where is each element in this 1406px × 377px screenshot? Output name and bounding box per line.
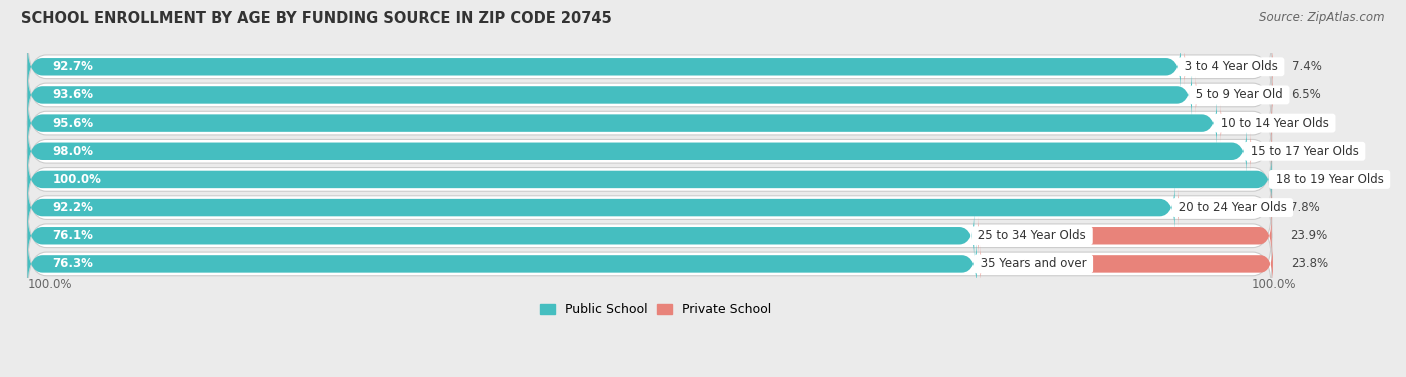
FancyBboxPatch shape xyxy=(28,205,1271,266)
FancyBboxPatch shape xyxy=(28,182,1174,233)
Text: SCHOOL ENROLLMENT BY AGE BY FUNDING SOURCE IN ZIP CODE 20745: SCHOOL ENROLLMENT BY AGE BY FUNDING SOUR… xyxy=(21,11,612,26)
Text: 92.7%: 92.7% xyxy=(52,60,93,73)
Text: 5 to 9 Year Old: 5 to 9 Year Old xyxy=(1192,89,1286,101)
Text: 98.0%: 98.0% xyxy=(52,145,93,158)
Text: 20 to 24 Year Olds: 20 to 24 Year Olds xyxy=(1174,201,1291,214)
Text: 35 Years and over: 35 Years and over xyxy=(977,257,1090,270)
FancyBboxPatch shape xyxy=(28,70,1192,120)
Text: 23.8%: 23.8% xyxy=(1292,257,1329,270)
FancyBboxPatch shape xyxy=(28,154,1271,204)
FancyBboxPatch shape xyxy=(28,98,1218,148)
Text: Source: ZipAtlas.com: Source: ZipAtlas.com xyxy=(1260,11,1385,24)
FancyBboxPatch shape xyxy=(1195,75,1272,114)
FancyBboxPatch shape xyxy=(1178,188,1271,227)
Text: 100.0%: 100.0% xyxy=(52,173,101,186)
FancyBboxPatch shape xyxy=(28,233,1271,294)
Text: 7.4%: 7.4% xyxy=(1292,60,1322,73)
Text: 0.0%: 0.0% xyxy=(1291,173,1320,186)
FancyBboxPatch shape xyxy=(28,93,1271,153)
Text: 76.3%: 76.3% xyxy=(52,257,93,270)
Text: 76.1%: 76.1% xyxy=(52,229,93,242)
Text: 93.6%: 93.6% xyxy=(52,89,93,101)
FancyBboxPatch shape xyxy=(1220,104,1271,143)
Text: 6.5%: 6.5% xyxy=(1292,89,1322,101)
Legend: Public School, Private School: Public School, Private School xyxy=(534,298,776,321)
Text: 100.0%: 100.0% xyxy=(1251,278,1296,291)
Text: 15 to 17 Year Olds: 15 to 17 Year Olds xyxy=(1247,145,1362,158)
Text: 10 to 14 Year Olds: 10 to 14 Year Olds xyxy=(1218,116,1333,130)
FancyBboxPatch shape xyxy=(1184,48,1272,86)
FancyBboxPatch shape xyxy=(28,149,1271,210)
FancyBboxPatch shape xyxy=(28,211,974,261)
Text: 100.0%: 100.0% xyxy=(28,278,72,291)
FancyBboxPatch shape xyxy=(28,121,1271,182)
FancyBboxPatch shape xyxy=(28,177,1271,238)
Text: 3 to 4 Year Olds: 3 to 4 Year Olds xyxy=(1181,60,1281,73)
FancyBboxPatch shape xyxy=(28,239,977,289)
FancyBboxPatch shape xyxy=(28,64,1271,126)
Text: 18 to 19 Year Olds: 18 to 19 Year Olds xyxy=(1271,173,1388,186)
FancyBboxPatch shape xyxy=(28,42,1181,92)
FancyBboxPatch shape xyxy=(980,244,1272,284)
FancyBboxPatch shape xyxy=(28,126,1247,176)
Text: 92.2%: 92.2% xyxy=(52,201,93,214)
FancyBboxPatch shape xyxy=(1250,132,1271,171)
FancyBboxPatch shape xyxy=(28,36,1271,97)
Text: 2.0%: 2.0% xyxy=(1291,145,1320,158)
Text: 23.9%: 23.9% xyxy=(1291,229,1327,242)
Text: 25 to 34 Year Olds: 25 to 34 Year Olds xyxy=(974,229,1090,242)
Text: 4.4%: 4.4% xyxy=(1291,116,1320,130)
FancyBboxPatch shape xyxy=(979,216,1271,255)
Text: 95.6%: 95.6% xyxy=(52,116,93,130)
Text: 7.8%: 7.8% xyxy=(1291,201,1320,214)
